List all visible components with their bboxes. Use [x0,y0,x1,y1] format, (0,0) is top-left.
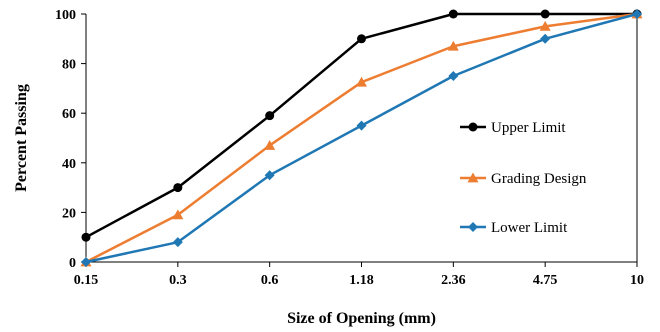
data-point-grading-design [539,20,551,31]
y-tick-label: 20 [62,206,76,221]
data-point-grading-design [172,209,184,220]
legend: Upper Limit Grading Design Lower Limit [460,120,587,236]
data-point-upper-limit [81,232,91,242]
x-tick-label: 0.3 [169,273,187,288]
data-point-lower-limit [81,257,91,267]
x-tick-label: 4.75 [533,273,558,288]
legend-label: Upper Limit [491,120,566,136]
legend-swatch-marker [468,122,478,132]
y-tick-label: 80 [62,58,76,73]
x-tick-label: 1.18 [349,273,374,288]
legend-item-grading-design: Grading Design [460,171,587,187]
series-lower-limit [81,9,642,267]
data-point-upper-limit [173,183,183,193]
series-layer [80,8,643,267]
data-point-upper-limit [448,9,458,19]
data-point-lower-limit [540,33,551,44]
legend-swatch-marker [467,172,479,183]
data-point-lower-limit [172,237,183,248]
data-point-upper-limit [357,34,366,44]
data-point-lower-limit [448,71,459,81]
legend-label: Grading Design [491,171,587,187]
legend-item-lower-limit: Lower Limit [460,220,568,236]
data-point-upper-limit [265,111,275,121]
data-point-grading-design [356,76,367,87]
series-upper-limit [81,9,642,242]
x-ticks: 0.15 0.3 0.6 1.18 2.36 4.75 10 [74,262,644,288]
legend-label: Lower Limit [491,220,568,236]
legend-swatch-marker [468,222,478,232]
data-point-grading-design [447,40,459,51]
y-tick-label: 40 [62,157,76,172]
data-point-lower-limit [264,170,275,181]
data-point-lower-limit [632,9,642,19]
legend-item-upper-limit: Upper Limit [460,120,566,136]
data-point-grading-design [264,139,276,150]
data-point-lower-limit [356,120,367,131]
x-tick-label: 2.36 [441,273,466,288]
x-tick-label: 0.6 [261,273,279,288]
y-tick-label: 60 [62,107,76,122]
y-axis-title: Percent Passing [13,84,30,192]
y-tick-label: 100 [55,8,76,23]
x-tick-label: 0.15 [74,273,99,288]
y-ticks: 0 20 40 60 80 100 [55,8,86,271]
y-tick-label: 0 [69,256,76,271]
x-axis-title: Size of Opening (mm) [287,310,436,327]
x-tick-label: 10 [630,273,644,288]
data-point-upper-limit [540,9,550,19]
